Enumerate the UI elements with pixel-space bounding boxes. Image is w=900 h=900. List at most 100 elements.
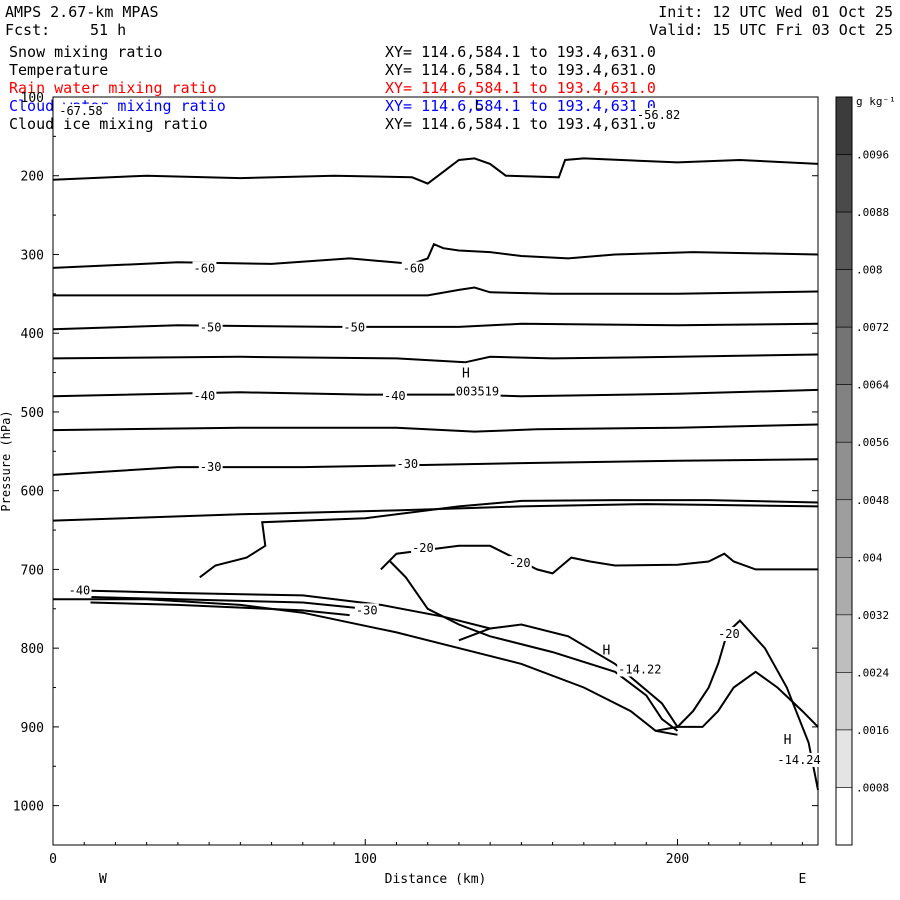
contour-label: -50 [200, 321, 222, 335]
legend-field-name: Cloud ice mixing ratio [9, 115, 208, 133]
contour-label-bg [507, 556, 532, 571]
isotherm-line [52, 503, 819, 522]
legend-field-name: Temperature [9, 61, 109, 79]
colorbar-bin [835, 211, 853, 270]
legend-field-xy: XY= 114.6,584.1 to 193.4,631.0 [385, 43, 656, 61]
colorbar-tick-label: .0088 [856, 206, 889, 219]
isotherm-line [52, 242, 819, 269]
colorbar-tick-label: .0048 [856, 494, 889, 507]
contour-label: -14.24 [777, 753, 820, 767]
y-tick-label: 1000 [13, 800, 44, 815]
contour-label-bg [717, 626, 741, 641]
y-tick-label: 700 [21, 563, 44, 578]
colorbar-bin [835, 96, 853, 155]
legend-field-name: Rain water mixing ratio [9, 79, 217, 97]
colorbar-tick-label: .0096 [856, 149, 889, 162]
contour-label: -40 [69, 584, 91, 598]
contour-label-bg [58, 104, 105, 119]
contour-label: -60 [403, 262, 425, 276]
colorbar-bin [835, 326, 853, 385]
contour-label: -20 [718, 627, 740, 641]
colorbar-bin [835, 787, 853, 846]
colorbar-tick-label: .0008 [856, 781, 889, 794]
contour-label: -56.82 [637, 108, 680, 122]
contour-label-bg [67, 583, 92, 598]
contour-label-bg [354, 603, 379, 618]
isotherm-line [90, 601, 350, 617]
contour-label-bg [411, 541, 435, 556]
isotherm-line [90, 596, 366, 610]
contour-label-bg [382, 389, 407, 404]
isotherm-line [380, 544, 818, 575]
y-tick-label: 200 [21, 170, 44, 185]
isotherm-line [52, 458, 819, 476]
colorbar-tick-label: .0056 [856, 436, 889, 449]
contour-label-bg [635, 108, 682, 123]
colorbar-bin [835, 384, 853, 443]
contour-label: -60 [194, 262, 216, 276]
colorbar-bin [835, 672, 853, 731]
colorbar-tick-label: .008 [856, 264, 883, 277]
colorbar-tick-label: .0032 [856, 609, 889, 622]
y-tick-label: 800 [21, 642, 44, 657]
isotherm-line [53, 286, 819, 297]
model-title: AMPS 2.67-km MPAS [5, 3, 159, 21]
isotherm-line [90, 589, 491, 630]
colorbar-bin [835, 729, 853, 788]
colorbar-bin [835, 614, 853, 673]
contour-label-bg [454, 384, 501, 399]
isotherm-line [52, 157, 819, 185]
y-tick-label: 500 [21, 406, 44, 421]
colorbar-bin [835, 557, 853, 616]
colorbar-bin [835, 441, 853, 501]
contour-label: -20 [412, 541, 434, 555]
contour-label-bg [198, 320, 223, 335]
contour-label: -30 [356, 603, 378, 617]
contour-label: -14.22 [618, 662, 661, 676]
y-tick-label: 400 [21, 327, 44, 342]
y-axis-label: Pressure (hPa) [0, 410, 13, 511]
valid-time: Valid: 15 UTC Fri 03 Oct 25 [649, 21, 893, 39]
colorbar-bin [835, 499, 853, 558]
legend-field-xy: XY= 114.6,584.1 to 193.4,631.0 [385, 97, 656, 115]
colorbar-tick-label: .0016 [856, 724, 889, 737]
isotherm-line [53, 598, 678, 736]
x-tick-label: 0 [49, 852, 57, 867]
isotherm-line [52, 353, 819, 364]
colorbar-tick-label: .0072 [856, 321, 889, 334]
colorbar-frame [835, 96, 853, 846]
contour-label-bg [192, 389, 217, 404]
contour-label-bg [776, 752, 823, 767]
contour-label: 003519 [456, 384, 499, 398]
legend-field-name: Snow mixing ratio [9, 43, 163, 61]
plot-frame [52, 96, 819, 846]
colorbar-tick-label: .0064 [856, 379, 889, 392]
contour-label: -20 [509, 556, 531, 570]
high-marker: H [462, 366, 470, 381]
legend-field-xy: XY= 114.6,584.1 to 193.4,631.0 [385, 79, 656, 97]
high-marker: H [784, 733, 792, 748]
x-end-label-east: E [798, 872, 806, 887]
contour-label-bg [401, 261, 426, 276]
low-marker: L [475, 99, 483, 114]
contour-label-bg [198, 460, 223, 475]
forecast-hour: 51 h [90, 21, 127, 39]
isotherm-line [389, 560, 679, 732]
colorbar-bin [835, 269, 853, 328]
x-tick-label: 200 [666, 852, 689, 867]
contour-label: -30 [396, 457, 418, 471]
x-axis-label: Distance (km) [385, 872, 487, 887]
colorbar-bin [835, 154, 853, 213]
y-tick-label: 300 [21, 248, 44, 263]
contour-label: -40 [384, 389, 406, 403]
colorbar-tick-label: .0024 [856, 666, 889, 679]
y-tick-label: 100 [21, 91, 44, 106]
forecast-label: Fcst: [5, 21, 51, 39]
contour-label-bg [395, 456, 420, 471]
contour-label: -50 [343, 321, 365, 335]
contour-label: -30 [200, 460, 222, 474]
legend-field-xy: XY= 114.6,584.1 to 193.4,631.0 [385, 61, 656, 79]
isotherm-line [52, 423, 819, 433]
contour-label-bg [617, 662, 663, 677]
isotherm-line [52, 322, 819, 331]
